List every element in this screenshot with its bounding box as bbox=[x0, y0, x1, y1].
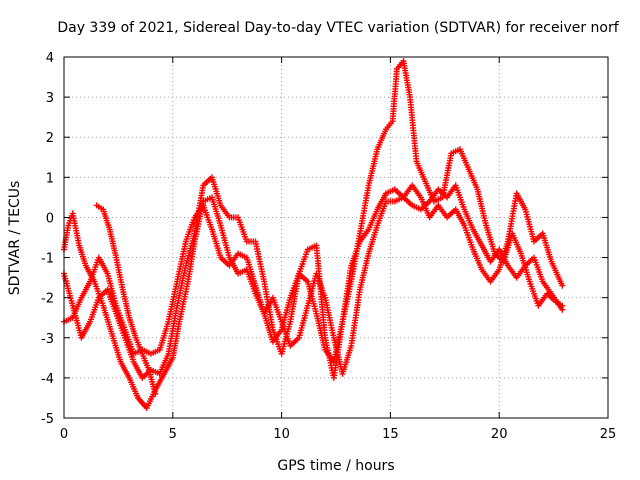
y-tick-label: 2 bbox=[46, 131, 54, 146]
y-tick-label: 1 bbox=[46, 171, 54, 186]
y-tick-label: -4 bbox=[41, 372, 54, 387]
x-tick-label: 20 bbox=[491, 427, 508, 442]
grid-lines bbox=[64, 57, 608, 418]
y-tick-label: -2 bbox=[41, 292, 54, 307]
x-tick-label: 15 bbox=[382, 427, 399, 442]
plot-frame bbox=[63, 56, 609, 419]
series-track-4 bbox=[93, 202, 159, 397]
y-tick-label: -5 bbox=[41, 412, 54, 427]
x-axis-label: GPS time / hours bbox=[277, 458, 394, 474]
y-axis-label: SDTVAR / TECUs bbox=[7, 181, 23, 296]
y-tick-label: -3 bbox=[41, 332, 54, 347]
x-tick-label: 5 bbox=[169, 427, 177, 442]
y-tick-label: 3 bbox=[46, 91, 54, 106]
y-tick-label: 0 bbox=[46, 211, 54, 226]
y-tick-label: 4 bbox=[46, 51, 54, 66]
x-tick-labels: 0 5 10 15 20 25 bbox=[60, 427, 616, 442]
y-tick-labels: -5 -4 -3 -2 -1 0 1 2 3 4 bbox=[41, 51, 54, 427]
x-tick-label: 10 bbox=[273, 427, 290, 442]
x-tick-label: 0 bbox=[60, 427, 68, 442]
y-tick-label: -1 bbox=[41, 252, 54, 267]
tick-marks bbox=[63, 56, 609, 419]
x-tick-label: 25 bbox=[600, 427, 617, 442]
chart-title: Day 339 of 2021, Sidereal Day-to-day VTE… bbox=[57, 20, 619, 36]
